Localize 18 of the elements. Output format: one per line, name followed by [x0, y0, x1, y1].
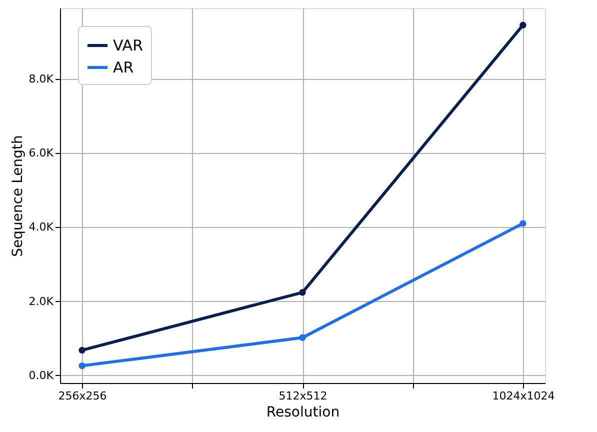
point: [520, 220, 526, 227]
point: [299, 289, 306, 296]
y-axis-title: Sequence Length: [10, 135, 26, 257]
legend-label: AR: [113, 58, 134, 76]
x-axis-title: Resolution: [266, 404, 340, 420]
x-tick-label: 256x256: [58, 390, 107, 402]
y-tick-label: 8.0K: [28, 72, 54, 86]
x-tick-label: 512x512: [278, 390, 328, 402]
x-tick-label: 1024x1024: [492, 390, 555, 402]
y-tick-label: 4.0K: [28, 220, 54, 234]
y-tick-label: 0.0K: [28, 368, 54, 382]
point: [78, 362, 86, 370]
y-tick-label: 6.0K: [28, 146, 54, 160]
point: [299, 334, 306, 341]
point: [78, 346, 86, 354]
point: [520, 22, 526, 28]
legend-label: VAR: [113, 36, 143, 54]
y-tick-label: 2.0K: [28, 294, 54, 308]
